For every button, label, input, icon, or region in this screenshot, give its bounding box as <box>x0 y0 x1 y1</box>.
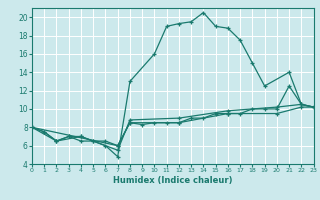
X-axis label: Humidex (Indice chaleur): Humidex (Indice chaleur) <box>113 176 233 185</box>
